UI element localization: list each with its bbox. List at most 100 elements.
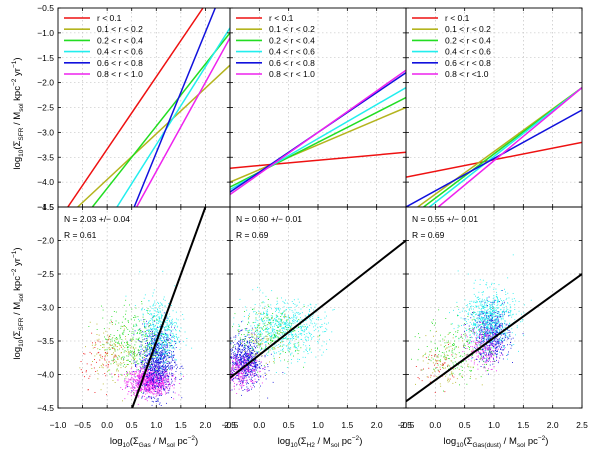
data-point xyxy=(96,339,98,341)
data-point xyxy=(171,382,173,384)
data-point xyxy=(152,356,153,358)
data-point xyxy=(297,298,299,300)
data-point xyxy=(167,376,169,378)
data-point xyxy=(160,359,162,361)
data-point xyxy=(254,325,255,327)
data-point xyxy=(158,316,160,318)
data-point xyxy=(266,314,267,316)
data-point xyxy=(165,368,166,370)
data-point xyxy=(152,373,153,375)
data-point xyxy=(247,355,249,357)
data-point xyxy=(286,320,288,322)
data-point xyxy=(144,398,146,400)
data-point xyxy=(149,313,151,315)
data-point xyxy=(140,377,141,379)
data-point xyxy=(243,377,245,378)
data-point xyxy=(166,355,168,357)
data-point xyxy=(158,358,160,360)
data-point xyxy=(317,326,319,328)
data-point xyxy=(142,374,143,375)
data-point xyxy=(130,361,131,363)
data-point xyxy=(167,339,168,341)
data-point xyxy=(268,333,270,335)
data-point xyxy=(249,371,251,373)
data-point xyxy=(163,367,165,369)
data-point xyxy=(148,375,149,377)
data-point xyxy=(156,349,157,351)
data-point xyxy=(235,366,236,368)
data-point xyxy=(145,398,147,400)
data-point xyxy=(272,346,274,348)
data-point xyxy=(239,362,241,364)
data-point xyxy=(153,388,154,390)
data-point xyxy=(284,322,286,324)
data-point xyxy=(173,374,174,376)
data-point xyxy=(246,328,248,329)
data-point xyxy=(246,358,248,360)
data-point xyxy=(154,390,156,392)
data-point xyxy=(149,379,151,381)
data-point xyxy=(252,336,254,338)
data-point xyxy=(160,385,162,387)
data-point xyxy=(117,342,119,344)
data-point xyxy=(166,336,168,338)
data-point xyxy=(159,308,161,309)
data-point xyxy=(240,344,241,346)
data-point xyxy=(147,388,149,390)
data-point xyxy=(266,341,268,342)
data-point xyxy=(167,377,169,379)
data-point xyxy=(122,365,124,367)
data-point xyxy=(283,338,285,339)
data-point xyxy=(114,340,115,342)
data-point xyxy=(270,332,272,333)
data-point xyxy=(315,323,317,325)
data-point xyxy=(160,337,162,339)
data-point xyxy=(164,305,166,307)
data-point xyxy=(174,336,176,338)
data-point xyxy=(274,335,276,337)
data-point xyxy=(140,351,142,353)
data-point xyxy=(153,326,154,328)
data-point xyxy=(151,343,153,345)
data-point xyxy=(173,356,174,358)
data-point xyxy=(241,334,242,336)
data-point xyxy=(230,350,232,352)
data-point xyxy=(176,337,178,338)
data-point xyxy=(326,323,328,325)
data-point xyxy=(169,333,171,335)
data-point xyxy=(169,388,171,390)
data-point xyxy=(232,360,233,362)
data-point xyxy=(326,315,327,317)
data-point xyxy=(272,313,274,314)
data-point xyxy=(132,353,134,355)
data-point xyxy=(158,373,159,375)
data-point xyxy=(170,361,172,363)
data-point xyxy=(246,372,248,374)
data-point xyxy=(319,338,320,340)
data-point xyxy=(253,363,255,365)
data-point xyxy=(137,363,139,364)
data-point xyxy=(311,323,313,325)
data-point xyxy=(250,353,252,354)
data-point xyxy=(135,381,136,382)
data-point xyxy=(129,351,131,353)
data-point xyxy=(313,309,314,311)
data-point xyxy=(133,357,134,359)
data-point xyxy=(266,315,268,316)
data-point xyxy=(265,373,267,375)
data-point xyxy=(153,313,155,314)
data-point xyxy=(245,352,247,354)
data-point xyxy=(102,383,104,385)
data-point xyxy=(149,382,151,384)
data-point xyxy=(247,347,249,349)
data-point xyxy=(94,344,96,346)
data-point xyxy=(222,370,223,371)
data-point xyxy=(166,322,168,324)
data-point xyxy=(153,369,155,371)
data-point xyxy=(148,377,150,379)
data-point xyxy=(145,381,147,383)
data-point xyxy=(122,333,124,335)
data-point xyxy=(101,305,102,307)
data-point xyxy=(248,371,250,372)
data-point xyxy=(141,387,143,389)
